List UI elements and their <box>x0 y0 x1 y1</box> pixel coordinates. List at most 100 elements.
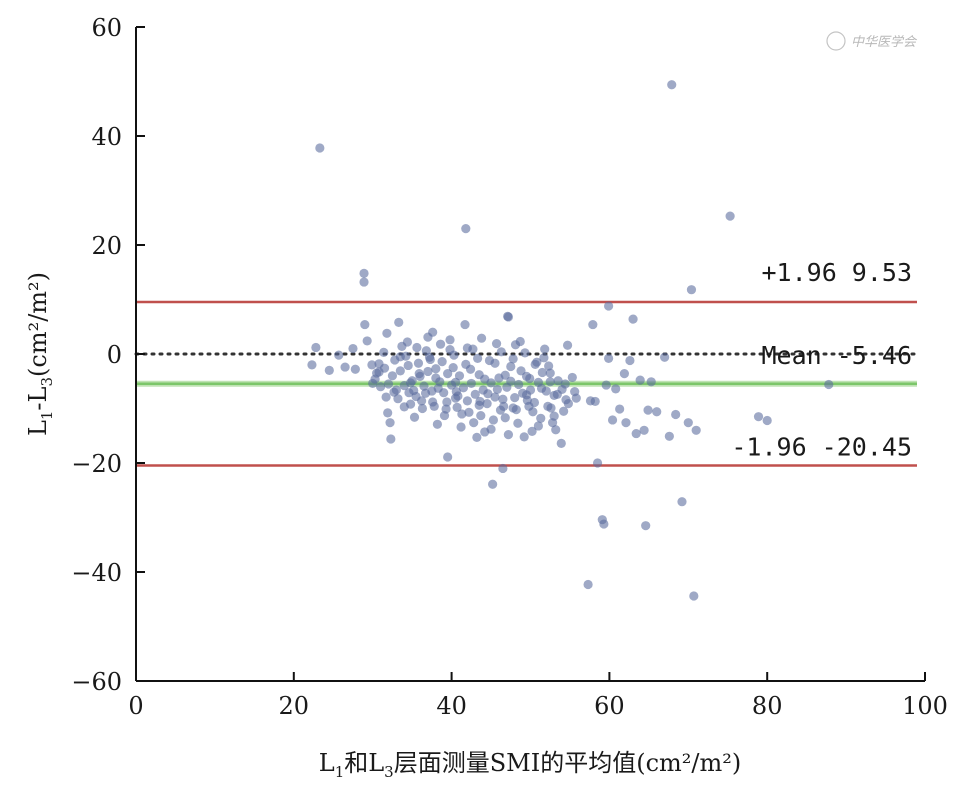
data-point <box>480 427 490 437</box>
data-point <box>401 351 411 361</box>
data-point <box>625 355 635 366</box>
data-point <box>607 415 618 425</box>
data-point <box>421 346 431 356</box>
data-point <box>551 425 561 435</box>
data-point <box>412 342 422 353</box>
data-point <box>307 360 317 370</box>
data-point <box>454 371 465 381</box>
data-point <box>334 350 344 360</box>
data-point <box>435 377 445 387</box>
data-point <box>619 369 629 379</box>
data-point <box>311 342 321 353</box>
data-point <box>506 361 516 372</box>
data-point <box>428 327 438 337</box>
data-point <box>458 383 469 393</box>
data-point <box>562 340 573 350</box>
data-point <box>677 497 687 507</box>
data-point <box>451 387 461 397</box>
data-point <box>395 366 405 376</box>
data-point <box>527 426 537 436</box>
data-point <box>315 143 325 153</box>
data-point <box>532 357 542 367</box>
reference-lines <box>134 300 919 467</box>
data-point <box>570 387 580 397</box>
data-point <box>399 381 409 391</box>
data-point <box>375 382 386 392</box>
data-point <box>599 519 609 529</box>
data-point <box>494 373 504 383</box>
data-point <box>520 348 530 358</box>
y-tick-label: 20 <box>91 232 122 260</box>
data-point <box>686 285 697 295</box>
data-point <box>683 418 693 428</box>
data-point <box>628 314 638 324</box>
data-point <box>725 211 735 221</box>
data-point <box>468 344 478 354</box>
data-point <box>583 579 593 590</box>
data-point <box>601 380 611 390</box>
data-point <box>498 394 508 404</box>
data-point <box>374 359 384 369</box>
data-point <box>546 403 556 413</box>
data-point <box>470 389 480 399</box>
data-point <box>385 418 395 428</box>
data-point <box>518 388 528 398</box>
data-point <box>387 371 398 381</box>
x-tick-label: 0 <box>128 692 143 720</box>
data-point <box>753 412 764 422</box>
data-point <box>390 355 400 365</box>
data-point <box>379 347 389 357</box>
y-tick-label: −60 <box>71 668 122 696</box>
data-point <box>643 405 653 415</box>
data-point <box>475 396 485 407</box>
reference-line-labels: +1.96 9.53 Mean -5.46 -1.96 -20.45 <box>731 258 912 461</box>
data-point <box>557 384 567 395</box>
data-point <box>541 386 551 396</box>
data-point <box>525 385 536 395</box>
data-point <box>367 360 377 370</box>
data-point <box>533 377 543 387</box>
data-point <box>417 396 427 406</box>
data-point <box>536 413 546 423</box>
data-point <box>419 381 429 391</box>
data-point <box>553 376 563 386</box>
data-point <box>482 398 492 409</box>
axes: −60 −40 −20 0 20 40 60 0 20 40 60 80 100 <box>71 14 948 720</box>
data-point <box>660 352 670 362</box>
data-point <box>360 319 370 330</box>
data-point <box>762 415 772 426</box>
watermark-text: 中华医学会 <box>851 34 918 50</box>
data-point <box>499 401 509 411</box>
data-point <box>447 380 457 390</box>
data-point <box>474 370 484 380</box>
data-point <box>488 479 498 489</box>
data-point <box>491 339 502 349</box>
y-tick-label: −20 <box>71 450 122 478</box>
data-point <box>488 415 499 425</box>
data-point <box>431 364 441 374</box>
data-point <box>519 432 529 442</box>
x-axis-title-part: 层面测量SMI的平均值(cm²/m²) <box>394 749 742 777</box>
data-point <box>397 341 407 351</box>
y-tick-label: 0 <box>107 341 122 369</box>
x-tick-label: 80 <box>752 692 783 720</box>
data-point <box>533 421 543 431</box>
data-point <box>544 361 554 371</box>
data-point <box>383 408 393 418</box>
data-point <box>515 336 525 347</box>
data-point <box>667 80 677 90</box>
data-point <box>403 360 413 371</box>
data-point <box>691 425 701 435</box>
x-axis-title-subscript: 3 <box>384 763 394 781</box>
data-point <box>824 379 834 390</box>
data-point <box>443 369 453 379</box>
x-axis-title-part: L <box>319 749 335 777</box>
data-point <box>383 379 394 389</box>
data-point <box>456 422 466 432</box>
data-point <box>641 521 651 531</box>
data-point <box>604 301 614 311</box>
data-point <box>500 413 510 423</box>
data-point <box>405 399 416 409</box>
data-point <box>432 419 442 429</box>
